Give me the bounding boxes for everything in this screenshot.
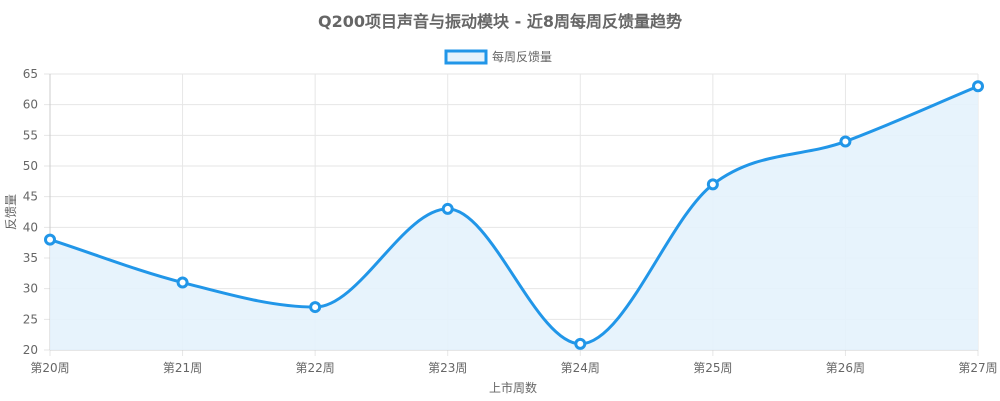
- x-tick-label: 第27周: [958, 361, 997, 375]
- y-tick-label: 65: [23, 67, 38, 81]
- chart-title: Q200项目声音与振动模块 - 近8周每周反馈量趋势: [318, 12, 682, 31]
- legend[interactable]: 每周反馈量: [444, 49, 552, 65]
- data-point[interactable]: [44, 233, 56, 246]
- legend-swatch: [444, 49, 488, 65]
- data-point[interactable]: [972, 80, 984, 93]
- series-area: [50, 86, 978, 351]
- data-points: [44, 80, 984, 350]
- y-axis-ticks: 20 25 30 35 40 45 50 55 60 65: [23, 67, 38, 357]
- y-tick-label: 25: [23, 312, 38, 326]
- y-tick-label: 30: [23, 282, 38, 296]
- legend-label: 每周反馈量: [492, 49, 552, 64]
- x-tick-label: 第24周: [561, 361, 600, 375]
- x-tick-label: 第22周: [296, 361, 335, 375]
- y-tick-label: 55: [23, 128, 38, 142]
- y-tick-label: 35: [23, 251, 38, 265]
- y-tick-label: 50: [23, 159, 38, 173]
- data-point[interactable]: [176, 276, 189, 289]
- data-point[interactable]: [706, 178, 719, 191]
- x-tick-label: 第25周: [693, 361, 732, 375]
- x-tick-label: 第21周: [163, 361, 202, 375]
- x-tick-label: 第23周: [428, 361, 467, 375]
- data-point[interactable]: [309, 301, 322, 314]
- x-axis-ticks: 第20周 第21周 第22周 第23周 第24周 第25周 第26周 第27周: [30, 361, 997, 375]
- data-point[interactable]: [839, 135, 852, 148]
- y-axis-title: 反馈量: [4, 194, 18, 230]
- data-point[interactable]: [574, 337, 587, 350]
- x-axis-title: 上市周数: [489, 380, 537, 395]
- y-tick-label: 60: [23, 98, 38, 112]
- data-point[interactable]: [441, 202, 454, 215]
- series-line: [49, 84, 979, 346]
- y-tick-label: 20: [23, 343, 38, 357]
- x-tick-label: 第20周: [30, 361, 69, 375]
- y-tick-label: 40: [23, 220, 38, 234]
- x-tick-label: 第26周: [826, 361, 865, 375]
- y-tick-label: 45: [23, 190, 38, 204]
